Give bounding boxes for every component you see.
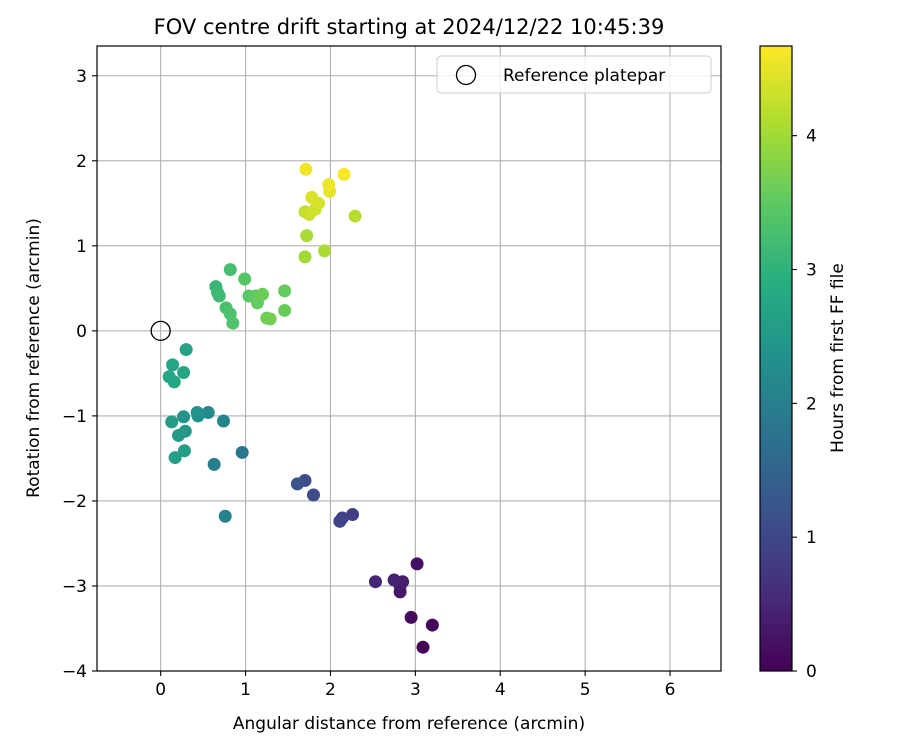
data-point (190, 405, 204, 419)
data-point (166, 358, 180, 372)
data-point (177, 444, 191, 458)
data-point (290, 477, 304, 491)
legend-marker (455, 64, 477, 86)
legend-entry-label: Reference platepar (503, 66, 665, 86)
grid-lines (97, 46, 721, 672)
x-ticks: 0 1 2 3 4 5 6 (155, 671, 675, 700)
data-point (278, 303, 292, 317)
x-axis-label: Angular distance from reference (arcmin) (233, 714, 585, 734)
colorbar-tick-label: 4 (806, 127, 817, 147)
data-point (387, 573, 401, 587)
y-tick-label: 3 (76, 67, 87, 87)
x-tick-label: 3 (410, 680, 421, 700)
plot-frame (96, 45, 722, 672)
data-point (278, 284, 292, 298)
data-point (238, 272, 252, 286)
data-point (177, 410, 191, 424)
data-point (333, 514, 347, 528)
y-tick-label: −4 (62, 662, 87, 682)
data-point (218, 509, 232, 523)
y-axis-label: Rotation from reference (arcmin) (24, 218, 44, 498)
data-point (299, 162, 313, 176)
data-points (162, 162, 439, 654)
x-tick-label: 6 (665, 680, 676, 700)
data-point (410, 557, 424, 571)
data-point (368, 575, 382, 589)
colorbar-ticks: 0 1 2 3 4 (792, 127, 817, 682)
colorbar-label: Hours from first FF file (828, 263, 848, 453)
data-point (306, 488, 320, 502)
y-tick-label: −1 (62, 407, 87, 427)
reference-marker (150, 320, 171, 342)
data-point (165, 415, 179, 429)
x-tick-label: 0 (155, 680, 166, 700)
data-point (337, 167, 351, 181)
legend: Reference platepar (436, 55, 712, 94)
legend-box (436, 55, 712, 94)
data-point (318, 244, 332, 258)
data-point (300, 229, 314, 243)
chart-title: FOV centre drift starting at 2024/12/22 … (154, 15, 665, 39)
data-point (216, 414, 230, 428)
data-point (179, 343, 193, 357)
data-point (322, 178, 336, 192)
data-point (416, 640, 430, 654)
colorbar: 0 1 2 3 4 Hours from first FF file (759, 45, 848, 682)
data-point (167, 375, 181, 389)
data-point (177, 366, 191, 380)
y-tick-label: 0 (76, 322, 87, 342)
colorbar-tick-label: 1 (806, 528, 817, 548)
data-point (201, 405, 215, 419)
data-point (168, 451, 182, 465)
colorbar-tick-label: 3 (806, 261, 817, 281)
data-point (235, 445, 249, 459)
x-tick-label: 2 (325, 680, 336, 700)
data-point (223, 263, 237, 277)
y-tick-label: 1 (76, 237, 87, 257)
data-point (298, 250, 312, 264)
reference-marker-group (150, 320, 171, 342)
data-point (425, 618, 439, 632)
data-point (172, 428, 186, 442)
data-point (348, 209, 362, 223)
x-tick-label: 4 (495, 680, 506, 700)
data-point (305, 190, 319, 204)
data-point (207, 457, 221, 471)
x-tick-label: 5 (580, 680, 591, 700)
y-tick-label: −3 (62, 577, 87, 597)
data-point (212, 289, 226, 303)
data-point (263, 312, 277, 326)
data-point (226, 316, 240, 330)
y-tick-label: 2 (76, 152, 87, 172)
y-ticks: −4 −3 −2 −1 0 1 2 3 (62, 67, 97, 682)
data-point (404, 610, 418, 624)
data-point (256, 287, 270, 301)
data-point (346, 508, 360, 522)
colorbar-gradient (759, 45, 793, 672)
y-tick-label: −2 (62, 492, 87, 512)
x-tick-label: 1 (240, 680, 251, 700)
colorbar-tick-label: 0 (806, 662, 817, 682)
colorbar-tick-label: 2 (806, 394, 817, 414)
